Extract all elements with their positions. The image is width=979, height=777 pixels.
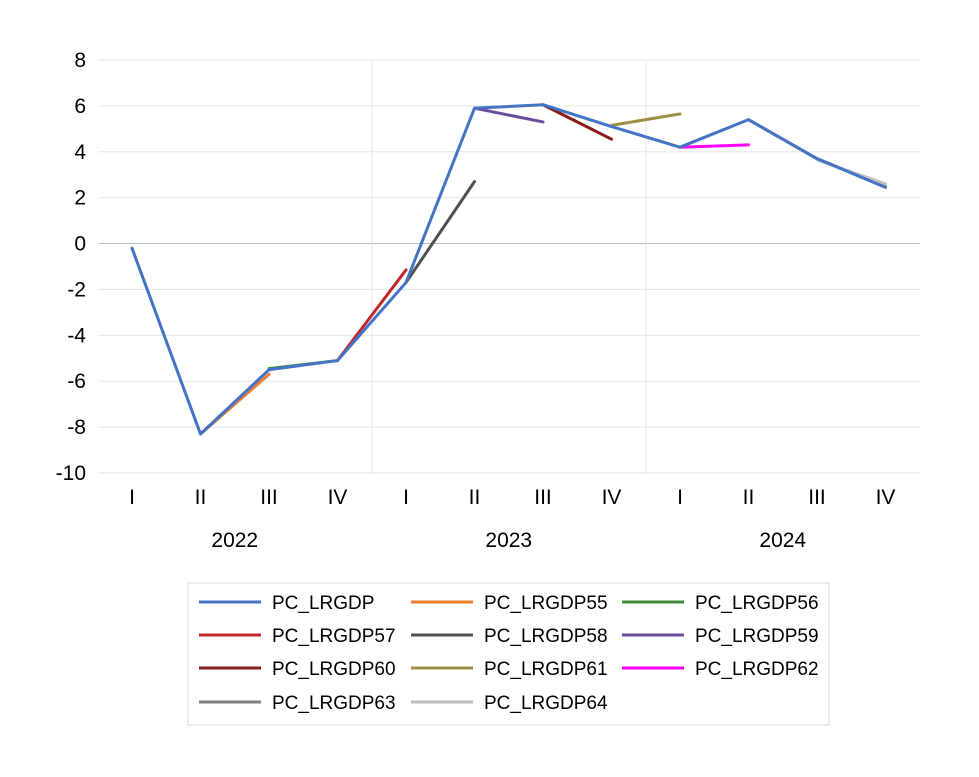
series-line-pc-lrgdp60 — [541, 103, 613, 141]
legend-label: PC_LRGDP55 — [484, 593, 608, 614]
legend-label: PC_LRGDP63 — [272, 693, 396, 714]
y-tick-label: -8 — [67, 416, 86, 439]
series-line-pc-lrgdp58 — [404, 180, 476, 285]
x-tick-label: II — [469, 486, 481, 509]
x-tick-label: IV — [602, 486, 622, 509]
x-tick-label: II — [743, 486, 755, 509]
y-tick-label: -2 — [67, 278, 86, 301]
year-label: 2022 — [211, 529, 258, 552]
x-tick-label: I — [677, 486, 683, 509]
y-tick-label: 0 — [74, 233, 86, 256]
series-line-pc-lrgdp61 — [610, 112, 682, 127]
year-labels: 2022 2023 2024 — [211, 529, 806, 552]
legend-label: PC_LRGDP59 — [695, 626, 819, 647]
gridlines — [98, 59, 920, 474]
legend-label: PC_LRGDP56 — [695, 593, 819, 614]
legend-label: PC_LRGDP58 — [484, 626, 608, 647]
legend-box — [187, 582, 830, 726]
x-tick-label: I — [403, 486, 409, 509]
year-label: 2023 — [485, 529, 532, 552]
y-tick-label: 6 — [74, 95, 86, 118]
y-tick-label: -10 — [56, 462, 86, 485]
x-axis-ticks: I II III IV I II III IV I II III IV — [129, 486, 895, 509]
legend-label: PC_LRGDP — [272, 593, 374, 614]
y-tick-label: 8 — [74, 49, 86, 72]
x-tick-label: III — [260, 486, 278, 509]
x-tick-label: III — [808, 486, 826, 509]
legend: PC_LRGDP PC_LRGDP55 PC_LRGDP56 PC_LRGDP57 PC… — [187, 582, 830, 726]
x-tick-label: IV — [876, 486, 896, 509]
legend-label: PC_LRGDP64 — [484, 693, 608, 714]
series-lines — [130, 103, 887, 436]
x-tick-label: IV — [328, 486, 348, 509]
legend-label: PC_LRGDP62 — [695, 659, 819, 680]
series-line-pc-lrgdp59 — [473, 106, 545, 124]
y-tick-label: 2 — [74, 187, 86, 210]
legend-label: PC_LRGDP57 — [272, 626, 396, 647]
series-line-pc-lrgdp — [130, 103, 887, 436]
year-label: 2024 — [759, 529, 806, 552]
y-axis-ticks: 8 6 4 2 0 -2 -4 -6 -8 -10 — [56, 49, 87, 485]
x-tick-label: III — [534, 486, 552, 509]
y-tick-label: -6 — [67, 370, 86, 393]
legend-label: PC_LRGDP60 — [272, 659, 396, 680]
legend-label: PC_LRGDP61 — [484, 659, 608, 680]
y-tick-label: 4 — [74, 141, 86, 164]
series-line-pc-lrgdp62 — [678, 143, 750, 149]
x-tick-label: II — [195, 486, 207, 509]
x-tick-label: I — [129, 486, 135, 509]
y-tick-label: -4 — [67, 324, 86, 347]
